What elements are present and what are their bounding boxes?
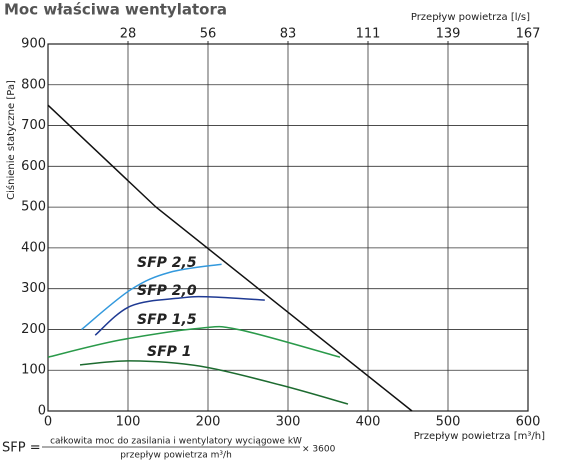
series-line [94,295,265,336]
series-label: SFP 2,5 [137,255,197,271]
series-line [81,263,222,331]
formula-lhs: SFP = [2,441,41,456]
series-line [47,104,413,412]
y-tick-label: 200 [21,322,46,337]
series-label: SFP 1 [147,344,192,360]
series-label: SFP 2,0 [137,283,197,299]
x2-tick-label: 139 [436,27,461,42]
y-tick-label: 400 [21,240,46,255]
x2-tick-label: 28 [120,27,137,42]
x2-tick-label: 83 [280,27,297,42]
y-tick-label: 100 [21,363,46,378]
x2-tick-label: 56 [200,27,217,42]
x-axis-label: Przepływ powietrza [m³/h] [414,431,545,442]
x2-axis-label: Przepływ powietrza [l/s] [411,12,530,23]
x-tick-label: 100 [116,415,141,430]
x-tick-label: 600 [516,415,541,430]
series-line [47,325,341,358]
x-tick-label: 0 [44,415,52,430]
y-tick-label: 300 [21,281,46,296]
y-tick-label: 800 [21,77,46,92]
formula-numerator: całkowita moc do zasilania i wentylatory… [50,437,302,447]
y-tick-label: 500 [21,200,46,215]
y-tick-label: 900 [21,37,46,52]
formula-denominator: przepływ powietrza m³/h [120,451,232,461]
y-tick-label: 600 [21,159,46,174]
x-tick-label: 500 [436,415,461,430]
chart-title: Moc właściwa wentylatora [4,1,227,19]
formula-factor: × 3600 [302,445,336,455]
y-tick-label: 0 [38,404,46,419]
x-tick-label: 400 [356,415,381,430]
y-tick-label: 700 [21,118,46,133]
x-tick-label: 200 [196,415,221,430]
plot-frame [47,43,529,412]
x2-tick-label: 111 [356,27,381,42]
x2-tick-label: 167 [516,27,541,42]
y-axis-label: Ciśnienie statyczne [Pa] [5,80,17,200]
series-line [79,360,349,405]
series-label: SFP 1,5 [137,312,197,328]
x-tick-label: 300 [276,415,301,430]
